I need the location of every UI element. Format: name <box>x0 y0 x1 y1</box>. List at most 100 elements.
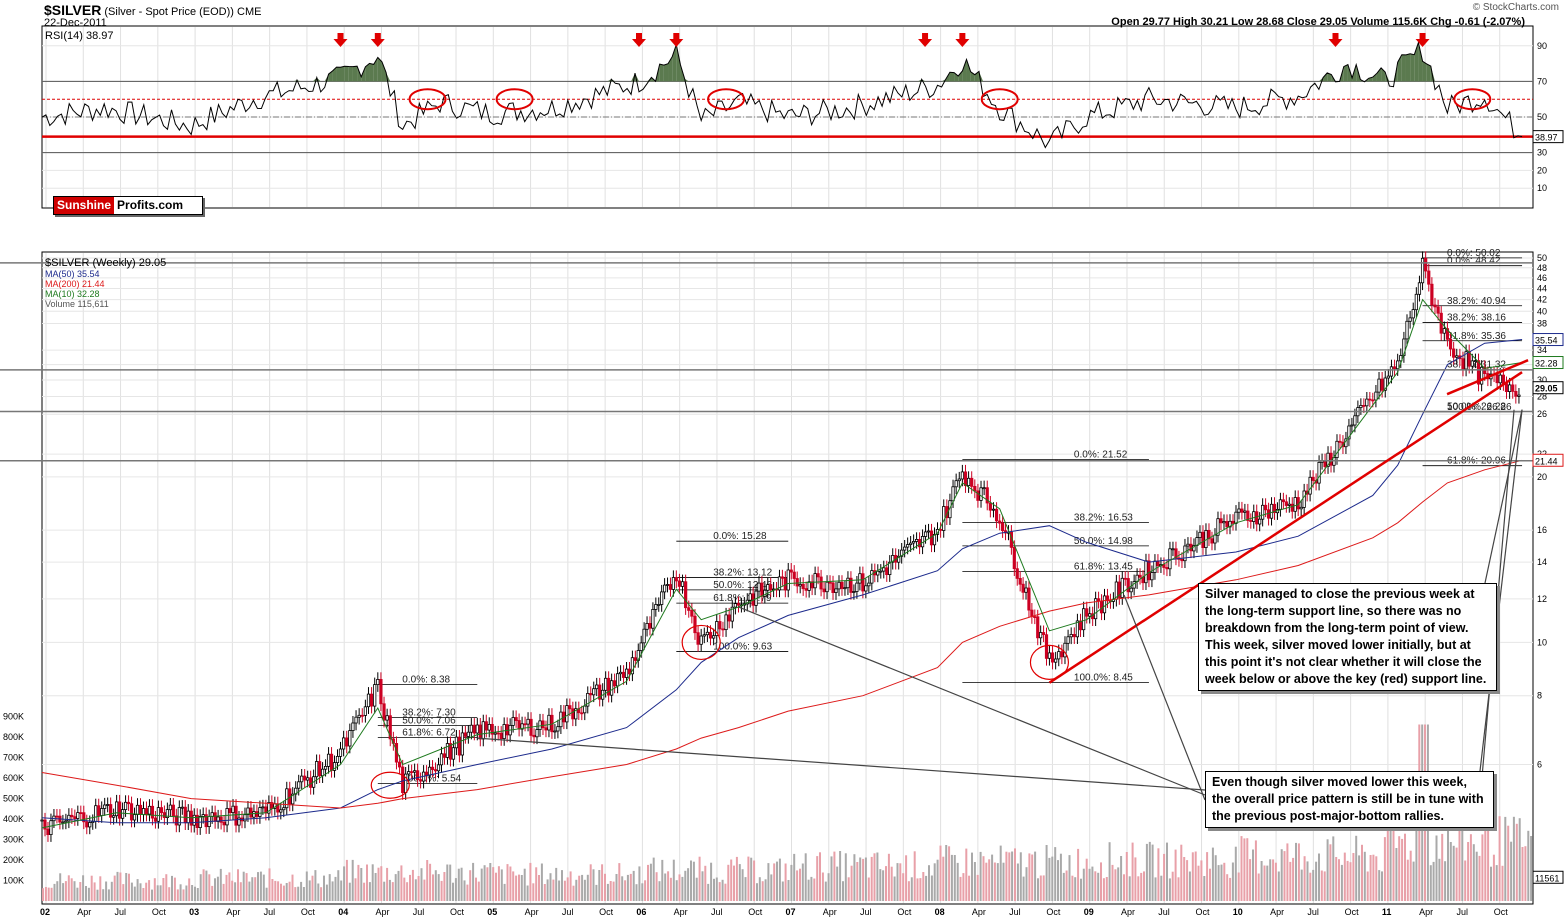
candle-body <box>693 615 697 634</box>
volume-bar <box>1034 851 1037 901</box>
candle-body <box>712 635 716 639</box>
sell-signal-arrow <box>669 33 684 47</box>
rsi-overbought-fill <box>1422 61 1427 82</box>
candle-body <box>1350 424 1354 427</box>
price-tick-label: 26 <box>1537 409 1547 419</box>
candle-body <box>1213 534 1217 544</box>
volume-bar <box>1412 861 1415 901</box>
candle-body <box>126 801 131 805</box>
x-tick-label: Oct <box>897 907 912 917</box>
volume-bar <box>1217 865 1220 901</box>
volume-bar <box>715 877 718 901</box>
candle-body <box>580 712 584 715</box>
volume-bar <box>1467 842 1470 901</box>
volume-bar <box>973 862 976 901</box>
candle-body <box>1368 398 1372 401</box>
chart-title: $SILVER (Silver - Spot Price (EOD)) CME <box>44 2 261 18</box>
candle-body <box>234 805 238 826</box>
volume-bar <box>1039 875 1042 901</box>
volume-bar <box>1077 848 1080 901</box>
volume-bar <box>96 889 99 901</box>
candle-body <box>222 821 226 826</box>
volume-tick-label: 200K <box>3 855 24 865</box>
candle-body <box>502 724 506 740</box>
volume-bar <box>199 874 202 901</box>
volume-bar <box>409 874 411 901</box>
candle-body <box>451 747 456 760</box>
x-tick-label: 07 <box>786 907 796 917</box>
volume-bar <box>145 882 148 901</box>
volume-bar <box>1346 860 1349 901</box>
candle-body <box>547 714 551 731</box>
volume-bar <box>1323 871 1326 901</box>
volume-bar <box>807 879 810 901</box>
volume-bar <box>1203 876 1206 901</box>
candle-body <box>769 584 773 591</box>
candle-body <box>366 693 371 708</box>
price-tick-label: 14 <box>1537 557 1547 567</box>
volume-bar <box>606 883 609 901</box>
volume-bar <box>968 875 971 901</box>
volume-bar <box>561 870 563 901</box>
candle-body <box>696 632 700 645</box>
candle-body <box>680 581 685 587</box>
candle-body <box>903 546 907 551</box>
volume-bar <box>893 876 896 901</box>
price-last-value-box <box>1532 381 1564 395</box>
candle-body <box>237 817 241 826</box>
candle-body <box>1222 521 1226 524</box>
candle-body <box>1228 520 1232 528</box>
volume-bar <box>781 881 784 901</box>
candle-body <box>228 808 232 813</box>
candle-body <box>300 775 304 783</box>
volume-bar <box>300 881 303 901</box>
candle-body <box>891 555 895 563</box>
candle-body <box>511 717 515 726</box>
rsi-overbought-fill <box>348 66 353 82</box>
volume-bar <box>351 859 354 901</box>
volume-bar <box>1461 824 1464 901</box>
candle-body <box>1231 520 1235 524</box>
volume-bar <box>804 853 807 901</box>
volume-bar <box>222 883 225 901</box>
rsi-resistance-circle <box>408 88 447 111</box>
candle-body <box>1186 543 1190 547</box>
volume-bar <box>744 877 747 901</box>
volume-bar <box>859 857 862 901</box>
volume-bar <box>423 879 426 901</box>
volume-bar <box>280 883 282 901</box>
candle-body <box>373 684 377 707</box>
volume-bar <box>1475 851 1478 901</box>
candle-body <box>777 576 782 591</box>
volume-bar <box>867 877 870 901</box>
candle-body <box>909 542 913 545</box>
volume-bar <box>426 860 429 901</box>
price-tick-label: 34 <box>1537 345 1547 355</box>
candle-body <box>1476 360 1481 385</box>
volume-bar <box>1117 867 1120 901</box>
candle-body <box>463 732 467 737</box>
candle-body <box>976 490 980 501</box>
candle-body <box>1473 360 1478 363</box>
candle-body <box>499 732 503 740</box>
candle-body <box>1386 375 1390 379</box>
x-tick-label: Jul <box>711 907 723 917</box>
candle-body <box>82 812 86 823</box>
volume-bar <box>629 873 632 901</box>
candle-body <box>553 730 557 733</box>
volume-bar <box>400 865 403 901</box>
volume-bar <box>156 885 159 901</box>
volume-bar <box>1383 837 1386 901</box>
volume-bar <box>928 865 930 901</box>
fib-level-label: 100.0%: 5.54 <box>402 774 461 785</box>
volume-bar <box>1469 834 1472 901</box>
volume-bar <box>271 879 274 901</box>
volume-bar <box>695 877 698 901</box>
volume-bar <box>354 878 357 901</box>
volume-bar <box>47 887 50 901</box>
volume-bar <box>1128 876 1131 901</box>
volume-last-value-label: 11561 <box>1535 873 1559 883</box>
volume-bar <box>1438 858 1441 901</box>
volume-bar <box>345 859 348 901</box>
candle-body <box>1210 538 1214 544</box>
